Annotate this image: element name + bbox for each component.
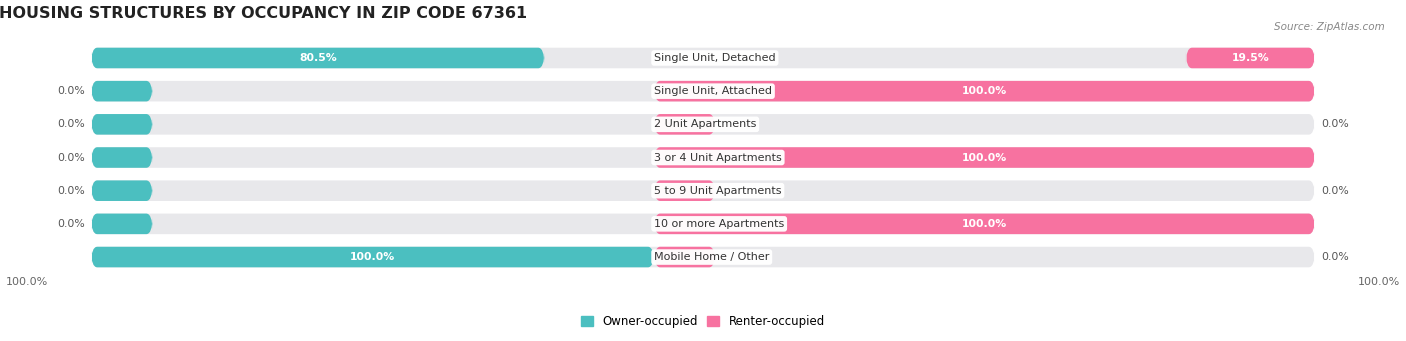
Text: 100.0%: 100.0% <box>962 86 1007 96</box>
Text: 0.0%: 0.0% <box>58 119 86 129</box>
Text: 0.0%: 0.0% <box>58 152 86 163</box>
Text: 19.5%: 19.5% <box>1232 53 1270 63</box>
FancyBboxPatch shape <box>91 147 152 168</box>
FancyBboxPatch shape <box>91 48 544 68</box>
FancyBboxPatch shape <box>91 81 152 101</box>
Text: 100.0%: 100.0% <box>962 219 1007 229</box>
Text: Single Unit, Attached: Single Unit, Attached <box>654 86 772 96</box>
Text: 0.0%: 0.0% <box>1320 252 1348 262</box>
Text: 5 to 9 Unit Apartments: 5 to 9 Unit Apartments <box>654 186 782 196</box>
FancyBboxPatch shape <box>654 81 1315 101</box>
Text: 0.0%: 0.0% <box>58 186 86 196</box>
FancyBboxPatch shape <box>91 247 654 267</box>
FancyBboxPatch shape <box>91 213 1315 234</box>
FancyBboxPatch shape <box>654 247 716 267</box>
FancyBboxPatch shape <box>654 114 716 135</box>
Text: 100.0%: 100.0% <box>350 252 395 262</box>
FancyBboxPatch shape <box>91 247 1315 267</box>
Text: 100.0%: 100.0% <box>1358 277 1400 287</box>
Text: HOUSING STRUCTURES BY OCCUPANCY IN ZIP CODE 67361: HOUSING STRUCTURES BY OCCUPANCY IN ZIP C… <box>0 5 527 20</box>
FancyBboxPatch shape <box>91 81 1315 101</box>
FancyBboxPatch shape <box>91 180 1315 201</box>
Text: 2 Unit Apartments: 2 Unit Apartments <box>654 119 756 129</box>
FancyBboxPatch shape <box>91 114 1315 135</box>
Text: 10 or more Apartments: 10 or more Apartments <box>654 219 785 229</box>
FancyBboxPatch shape <box>91 48 1315 68</box>
FancyBboxPatch shape <box>91 147 1315 168</box>
Text: 80.5%: 80.5% <box>299 53 336 63</box>
Legend: Owner-occupied, Renter-occupied: Owner-occupied, Renter-occupied <box>576 311 830 333</box>
Text: 100.0%: 100.0% <box>962 152 1007 163</box>
Text: Mobile Home / Other: Mobile Home / Other <box>654 252 769 262</box>
FancyBboxPatch shape <box>91 213 152 234</box>
FancyBboxPatch shape <box>654 180 716 201</box>
FancyBboxPatch shape <box>654 147 1315 168</box>
Text: 0.0%: 0.0% <box>1320 119 1348 129</box>
Text: 100.0%: 100.0% <box>6 277 48 287</box>
Text: 0.0%: 0.0% <box>1320 186 1348 196</box>
FancyBboxPatch shape <box>91 114 152 135</box>
FancyBboxPatch shape <box>91 180 152 201</box>
FancyBboxPatch shape <box>654 213 1315 234</box>
FancyBboxPatch shape <box>1185 48 1315 68</box>
Text: 0.0%: 0.0% <box>58 86 86 96</box>
Text: 3 or 4 Unit Apartments: 3 or 4 Unit Apartments <box>654 152 782 163</box>
Text: 0.0%: 0.0% <box>58 219 86 229</box>
Text: Single Unit, Detached: Single Unit, Detached <box>654 53 776 63</box>
Text: Source: ZipAtlas.com: Source: ZipAtlas.com <box>1274 22 1385 32</box>
